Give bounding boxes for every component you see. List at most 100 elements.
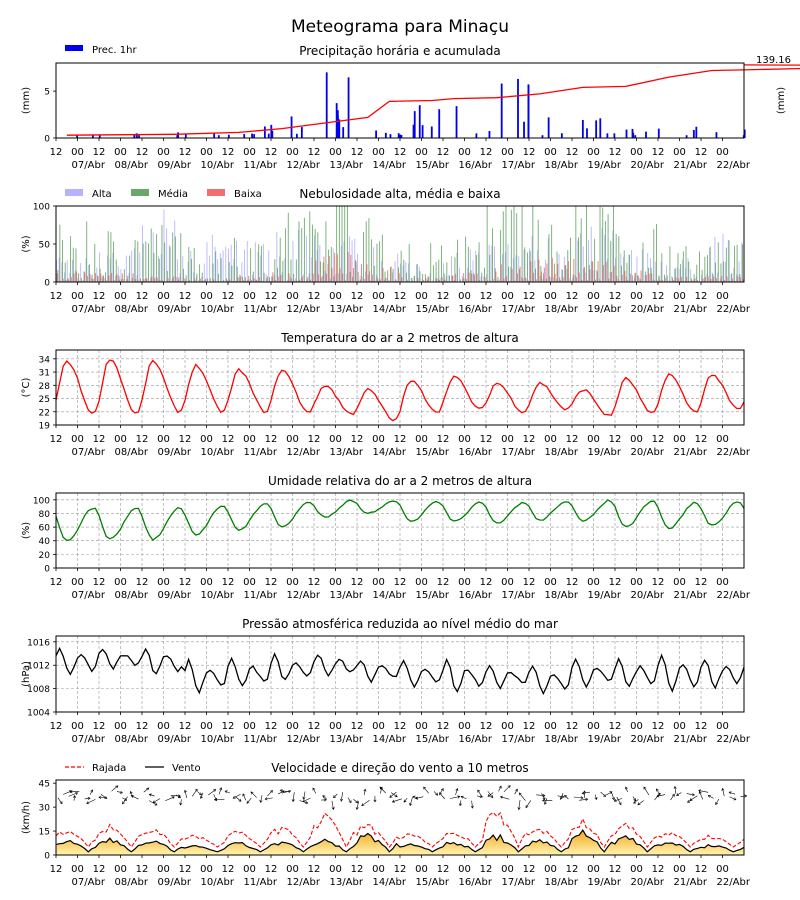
x-tick-label: 12 xyxy=(222,291,235,302)
cloud-bar-média xyxy=(62,240,63,282)
wind-direction-arrow xyxy=(423,786,429,794)
x-tick-label: 00 xyxy=(114,147,127,158)
cloud-bar-baixa xyxy=(162,280,164,282)
date-label: 16/Abr xyxy=(459,304,493,315)
wind-direction-arrow xyxy=(409,797,413,806)
precip-bar xyxy=(547,117,550,138)
cloud-bar-baixa xyxy=(600,280,602,282)
x-tick-label: 12 xyxy=(609,577,622,588)
wind-direction-arrow xyxy=(333,793,338,798)
cloud-bar-baixa xyxy=(541,271,543,282)
wind-direction-arrow xyxy=(175,794,181,799)
cloud-bar-alta xyxy=(300,278,302,282)
x-tick-label: 12 xyxy=(265,577,278,588)
cloud-bar-baixa xyxy=(546,263,548,282)
cloud-bar-baixa xyxy=(559,279,561,282)
cloud-bar-baixa xyxy=(455,273,457,282)
wind-direction-arrowhead xyxy=(361,803,365,807)
x-tick-label: 12 xyxy=(222,147,235,158)
wind-direction-arrowhead xyxy=(87,796,91,801)
date-label: 10/Abr xyxy=(201,590,235,601)
wind-direction-arrow xyxy=(600,791,606,797)
cloud-bar-baixa xyxy=(175,276,177,282)
cloud-bar-média xyxy=(470,270,472,282)
cloud-bar-baixa xyxy=(594,279,596,282)
date-label: 11/Abr xyxy=(244,160,278,171)
cloud-bar-média xyxy=(406,272,407,282)
cloud-bar-baixa xyxy=(543,267,545,282)
cloud-bar-média xyxy=(121,278,123,282)
cloud-bar-alta xyxy=(711,272,713,282)
precip-bar xyxy=(267,133,270,138)
wind-direction-arrow xyxy=(689,795,698,801)
wind-direction-arrowhead xyxy=(455,788,459,792)
cloud-bar-média xyxy=(451,275,453,282)
x-tick-label: 12 xyxy=(566,864,579,875)
x-tick-label: 00 xyxy=(71,864,84,875)
x-tick-label: 12 xyxy=(136,434,149,445)
cloud-bar-baixa xyxy=(691,280,693,282)
wind-direction-arrowhead xyxy=(363,788,367,792)
cloud-bar-alta xyxy=(647,253,649,282)
x-tick-label: 00 xyxy=(716,721,729,732)
date-label: 22/Abr xyxy=(717,734,751,745)
wind-direction-arrowhead xyxy=(541,798,545,802)
cloud-bar-média xyxy=(158,258,160,282)
cloud-bar-baixa xyxy=(707,276,709,282)
cloud-bar-alta xyxy=(709,248,710,282)
cloud-bar-baixa xyxy=(277,276,279,282)
cloud-bar-baixa xyxy=(73,273,75,282)
cloud-bar-alta xyxy=(182,255,184,282)
cloud-bar-média xyxy=(145,241,147,282)
date-label: 09/Abr xyxy=(158,447,192,458)
cloud-bar-média xyxy=(419,271,421,282)
x-tick-label: 12 xyxy=(179,434,192,445)
x-tick-label: 12 xyxy=(265,864,278,875)
panel-frame xyxy=(55,62,745,139)
cloud-bar-alta xyxy=(405,262,407,282)
wind-direction-arrowhead xyxy=(585,797,589,801)
x-tick-label: 12 xyxy=(179,864,192,875)
cloud-bar-alta xyxy=(413,276,415,282)
cloud-bar-alta xyxy=(717,272,719,282)
cloud-bar-alta xyxy=(160,253,162,282)
x-tick-label: 00 xyxy=(415,864,428,875)
x-tick-label: 12 xyxy=(222,721,235,732)
cloud-bar-média xyxy=(505,206,507,282)
cloud-bar-alta xyxy=(486,274,487,282)
cloud-bar-alta xyxy=(512,258,514,282)
cloud-bar-alta xyxy=(319,245,321,282)
precip-bar xyxy=(527,84,530,138)
cloud-bar-média xyxy=(293,273,295,282)
cloud-bar-média xyxy=(586,206,588,282)
cloud-bar-alta xyxy=(663,280,665,282)
cloud-bar-média xyxy=(637,275,639,282)
cloud-bar-média xyxy=(398,267,399,282)
cloud-bar-baixa xyxy=(721,276,723,282)
wind-direction-arrowhead xyxy=(394,794,398,798)
cloud-bar-baixa xyxy=(484,277,486,282)
wind-direction-arrow xyxy=(232,793,241,799)
wind-direction-arrowhead xyxy=(733,797,737,801)
x-tick-label: 12 xyxy=(480,864,493,875)
cloud-bar-baixa xyxy=(549,276,551,282)
cloud-bar-baixa xyxy=(62,278,64,282)
legend-label: Média xyxy=(158,188,188,200)
cloud-bar-média xyxy=(438,259,440,282)
date-label: 22/Abr xyxy=(717,160,751,171)
wind-direction-arrowhead xyxy=(423,786,427,790)
precip-bar xyxy=(138,135,140,138)
cloud-bar-média xyxy=(260,246,262,282)
precip-bar xyxy=(243,134,246,138)
date-label: 07/Abr xyxy=(72,160,106,171)
precip-bar xyxy=(375,130,378,138)
cloud-bar-baixa xyxy=(272,272,274,282)
precip-bar xyxy=(397,133,400,138)
wind-direction-arrowhead xyxy=(470,805,474,809)
y-tick-label: 1008 xyxy=(27,685,50,695)
cloud-bar-baixa xyxy=(387,280,389,282)
x-tick-label: 12 xyxy=(652,434,665,445)
cloud-bar-baixa xyxy=(312,273,314,282)
wind-direction-arrowhead xyxy=(655,788,659,792)
